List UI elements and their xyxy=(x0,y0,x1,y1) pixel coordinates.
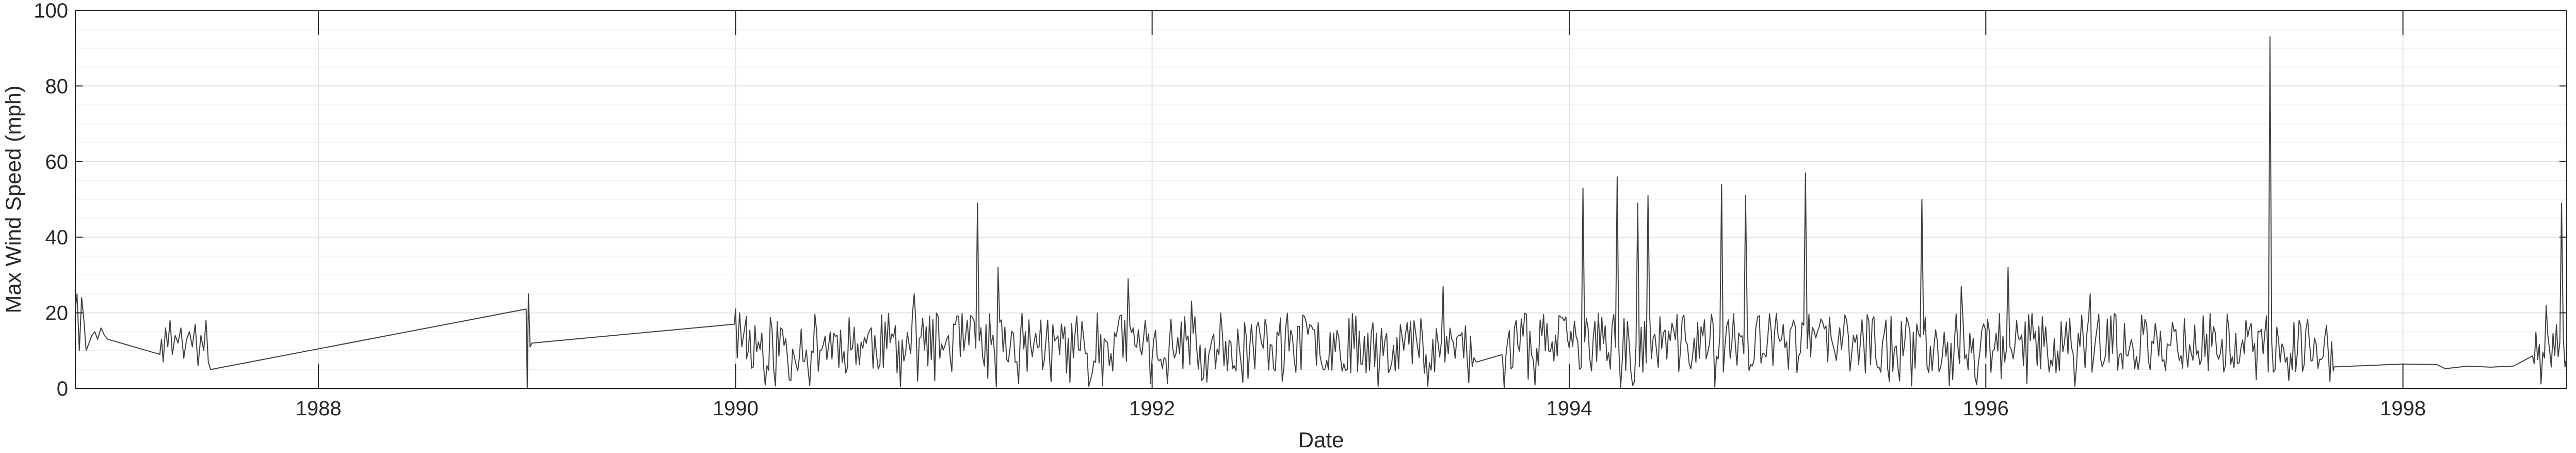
x-tick-label: 1998 xyxy=(2380,397,2426,420)
y-tick-label: 80 xyxy=(45,75,69,98)
x-axis-label: Date xyxy=(1298,428,1344,452)
x-tick-label: 1992 xyxy=(1129,397,1175,420)
series-line xyxy=(75,36,2567,389)
y-tick-label: 0 xyxy=(57,378,68,400)
axis-ticks: 0 20 40 60 80 100 1988 1990 1992 1994 1996 1998 xyxy=(34,0,2567,420)
y-tick-label: 100 xyxy=(34,0,68,22)
y-tick-label: 20 xyxy=(45,302,69,325)
x-tick-label: 1996 xyxy=(1963,397,2009,420)
x-tick-label: 1994 xyxy=(1547,397,1592,420)
y-tick-label: 60 xyxy=(45,151,69,174)
y-tick-label: 40 xyxy=(45,226,69,249)
x-tick-label: 1990 xyxy=(713,397,759,420)
plot-area-frame xyxy=(75,10,2567,389)
grid-lines xyxy=(75,10,2567,388)
y-axis-label: Max Wind Speed (mph) xyxy=(1,85,25,313)
series-layer xyxy=(75,36,2567,389)
x-tick-label: 1988 xyxy=(296,397,342,420)
